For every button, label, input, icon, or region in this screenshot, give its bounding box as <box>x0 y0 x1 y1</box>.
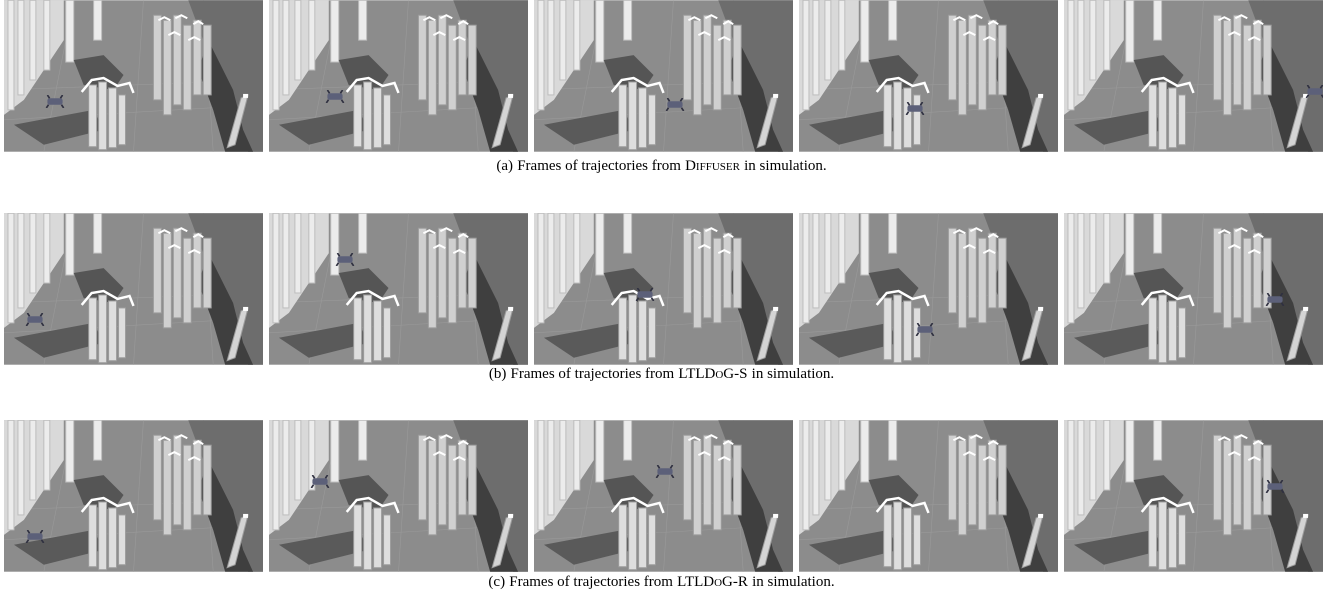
frame <box>799 0 1058 151</box>
frame-row <box>0 0 1323 152</box>
frame-row <box>0 420 1323 572</box>
caption-after: in simulation. <box>752 574 835 590</box>
method: LTLDoG-S <box>678 366 747 382</box>
frame <box>4 420 263 571</box>
scene <box>534 213 793 364</box>
frame <box>269 420 528 571</box>
label: (c) <box>488 574 505 590</box>
frame <box>534 213 793 364</box>
caption-after: in simulation. <box>744 158 827 174</box>
frame-row <box>0 213 1323 365</box>
caption-before: Frames of trajectories from <box>517 158 681 174</box>
frame <box>1064 0 1323 151</box>
frame <box>1064 213 1323 364</box>
scene <box>799 0 1058 151</box>
caption-before: Frames of trajectories from <box>511 366 675 382</box>
scene <box>534 420 793 571</box>
figure: (a)Frames of trajectories fromDiffuserin… <box>0 0 1323 605</box>
caption-after: in simulation. <box>752 366 835 382</box>
scene <box>799 213 1058 364</box>
scene <box>4 0 263 151</box>
frame <box>799 213 1058 364</box>
scene <box>1064 0 1323 151</box>
frame <box>4 213 263 364</box>
method: LTLDoG-R <box>677 574 748 590</box>
frame <box>1064 420 1323 571</box>
scene <box>269 213 528 364</box>
scene <box>1064 420 1323 571</box>
scene <box>799 420 1058 571</box>
scene <box>269 0 528 151</box>
scene <box>269 420 528 571</box>
label: (a) <box>496 158 513 174</box>
frame <box>534 420 793 571</box>
caption-before: Frames of trajectories from <box>509 574 673 590</box>
frame <box>799 420 1058 571</box>
method: Diffuser <box>685 158 740 174</box>
frame <box>534 0 793 151</box>
label: (b) <box>489 366 507 382</box>
frame <box>269 0 528 151</box>
frame <box>4 0 263 151</box>
scene <box>1064 213 1323 364</box>
scene <box>4 420 263 571</box>
frame <box>269 213 528 364</box>
scene <box>534 0 793 151</box>
scene <box>4 213 263 364</box>
